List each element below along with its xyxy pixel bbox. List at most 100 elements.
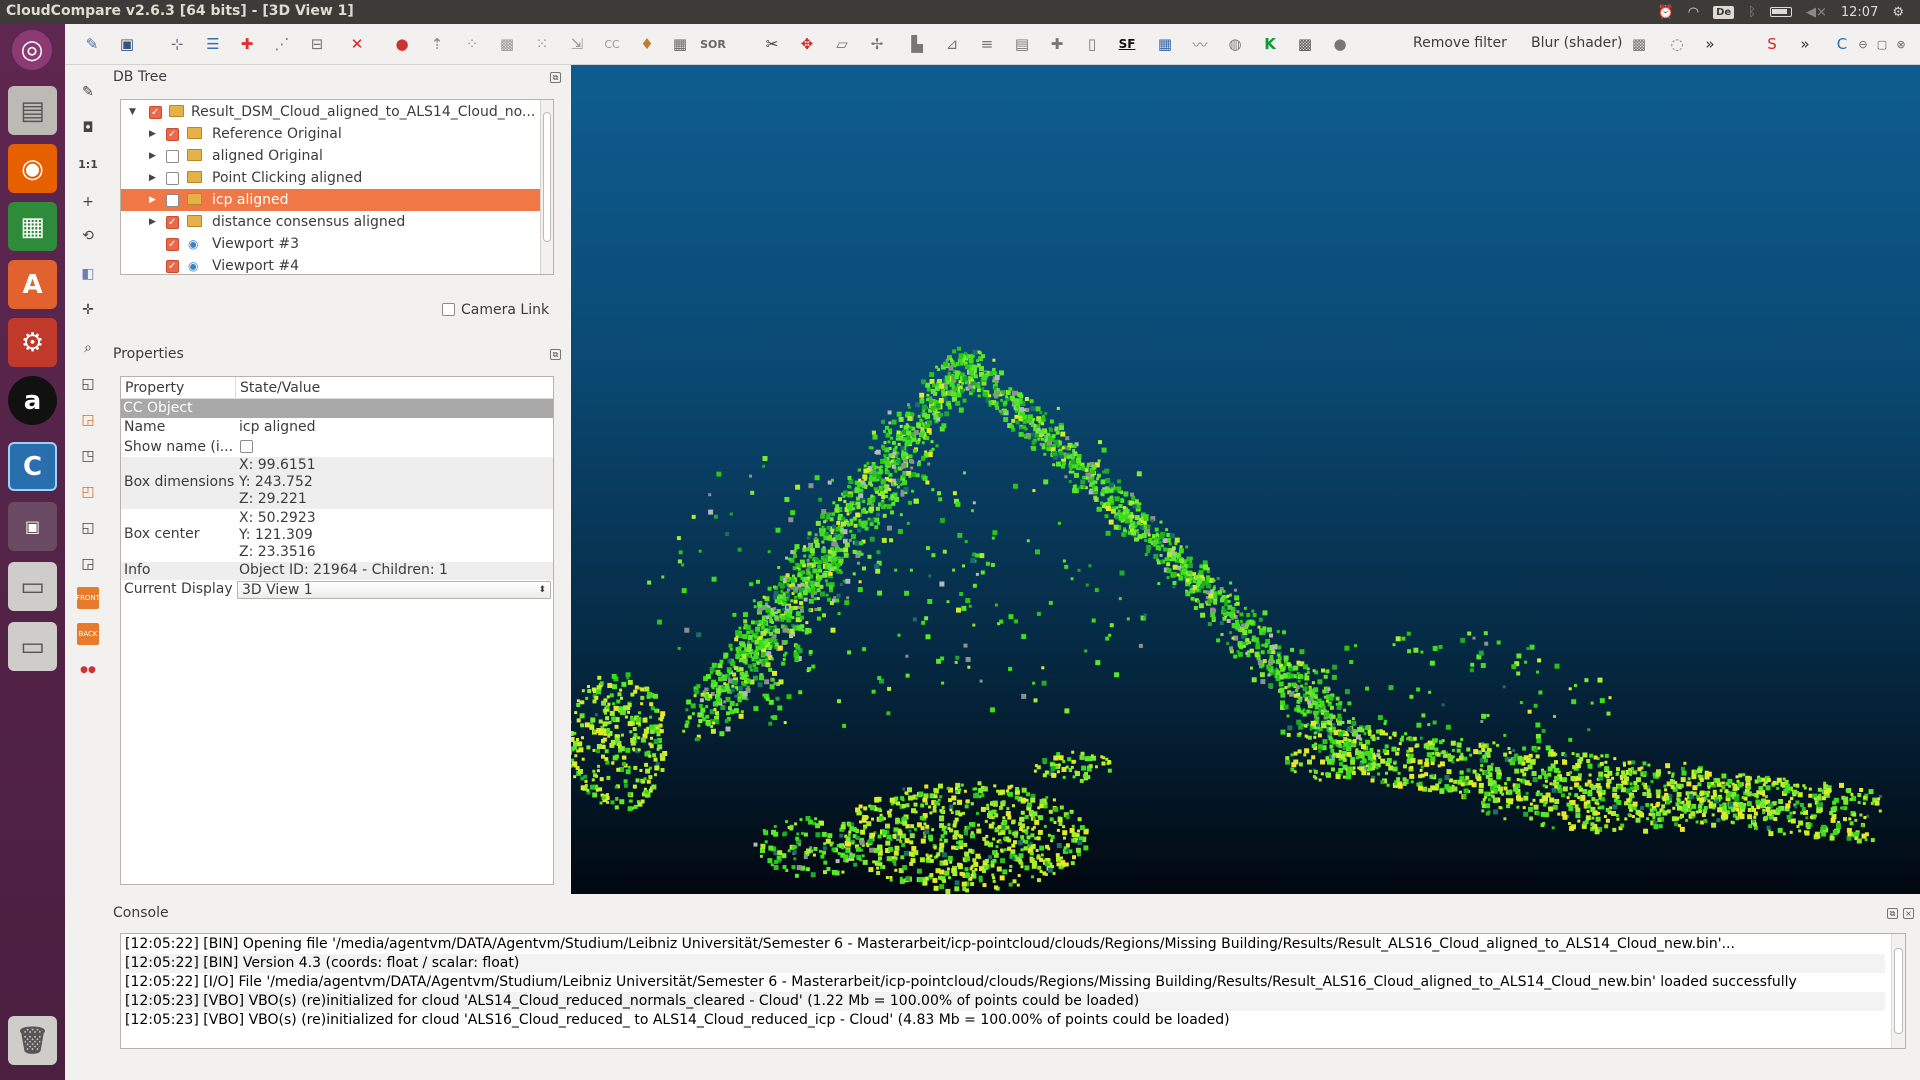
spreadsheet-icon[interactable]: ▦ [8, 202, 57, 251]
view-iso-front-icon[interactable]: FRONT [76, 587, 100, 609]
expand-arrow-icon[interactable]: ▶ [149, 151, 156, 161]
tool-icon[interactable]: ✢ [870, 35, 884, 53]
pen-icon[interactable]: ✎ [82, 84, 94, 100]
kd-icon[interactable]: ◌ [1670, 35, 1684, 53]
camera-icon[interactable]: ◘ [82, 120, 94, 136]
clock[interactable]: 12:07 [1840, 4, 1879, 20]
open-icon[interactable]: ✎ [85, 35, 99, 53]
visibility-checkbox[interactable] [166, 212, 179, 234]
sf-icon[interactable]: SF [1118, 37, 1136, 51]
show-name-checkbox[interactable] [240, 440, 253, 453]
view-bottom-icon[interactable]: ◲ [81, 556, 95, 572]
view-iso-back-icon[interactable]: BACK [77, 623, 99, 645]
visibility-checkbox[interactable] [166, 150, 179, 163]
camera-link-checkbox[interactable] [442, 303, 455, 316]
subsample-icon[interactable]: ⁘ [465, 35, 479, 53]
visibility-checkbox[interactable] [166, 234, 179, 256]
register-icon[interactable]: ⇲ [570, 35, 584, 53]
delete-icon[interactable]: ✕ [350, 35, 364, 53]
firefox-icon[interactable]: ◉ [8, 144, 57, 193]
view-front-icon[interactable]: ◲ [81, 412, 95, 428]
expand-arrow-icon[interactable]: ▶ [149, 173, 156, 183]
3d-view[interactable] [571, 65, 1920, 894]
tree-item[interactable]: ▶ aligned Original [121, 145, 540, 167]
cloudcompare-icon[interactable]: C [8, 442, 57, 491]
workspace-switcher-icon[interactable]: ▣ [8, 502, 57, 551]
pivot-icon[interactable]: ✛ [82, 302, 94, 318]
expand-arrow-icon[interactable]: ▼ [129, 107, 136, 117]
translate-icon[interactable]: ✥ [800, 35, 814, 53]
calculator-icon[interactable]: ▯ [1087, 35, 1097, 53]
system-settings-icon[interactable]: ⚙ [8, 318, 57, 367]
checker-icon[interactable]: ▦ [672, 35, 688, 53]
mesh-icon[interactable]: ▩ [499, 35, 515, 53]
tree-item[interactable]: ▶ distance consensus aligned [121, 211, 540, 234]
point-pick-icon[interactable]: ✚ [240, 35, 254, 53]
visibility-checkbox[interactable] [149, 102, 162, 124]
bluetooth-icon[interactable]: ᛒ [1748, 4, 1756, 20]
zoom-1to1-icon[interactable]: 1:1 [78, 157, 98, 171]
visibility-checkbox[interactable] [166, 172, 179, 185]
blur-shader-button[interactable]: Blur (shader) [1531, 35, 1623, 51]
tree-item[interactable]: ▼ Result_DSM_Cloud_aligned_to_ALS14_Clou… [121, 101, 540, 124]
visibility-checkbox[interactable] [166, 194, 179, 207]
drive-icon-2[interactable]: ▭ [8, 622, 57, 671]
maximize-icon[interactable]: ▢ [1876, 37, 1888, 51]
perspective-icon[interactable]: ◧ [81, 266, 95, 282]
graph-icon[interactable]: ⋰ [274, 35, 290, 53]
drive-icon[interactable]: ▭ [8, 562, 57, 611]
dock-float-icon[interactable]: ⧉ [550, 349, 561, 360]
save-icon[interactable]: ▣ [119, 35, 135, 53]
alarm-clock-icon[interactable]: ⏰ [1657, 4, 1674, 20]
sphere-icon[interactable]: ● [1333, 35, 1347, 53]
list-icon[interactable]: ☰ [206, 35, 220, 53]
visibility-checkbox[interactable] [166, 256, 179, 274]
crosshair-icon[interactable]: + [82, 194, 94, 210]
speech-icon[interactable]: ◍ [1228, 35, 1242, 53]
visibility-checkbox[interactable] [166, 124, 179, 146]
settings-gear-icon[interactable]: ⚙ [1892, 4, 1904, 20]
normals-icon[interactable]: ⇡ [430, 35, 444, 53]
battery-icon[interactable] [1769, 7, 1792, 17]
filter-min-icon[interactable]: ≡ [980, 35, 994, 53]
software-center-icon[interactable]: A [8, 260, 57, 309]
tree-scrollbar[interactable] [540, 100, 553, 274]
color-sf-icon[interactable]: ● [395, 35, 409, 53]
view-right-icon[interactable]: ◱ [81, 520, 95, 536]
scroll-thumb[interactable] [543, 112, 551, 242]
tree-item-selected[interactable]: ▶ icp aligned [121, 189, 540, 211]
cc-logo-icon[interactable]: C [1836, 35, 1848, 53]
tree-item[interactable]: ◉ Viewport #4 [121, 255, 540, 274]
cc-icon[interactable]: CC [604, 37, 620, 51]
zoom-icon[interactable]: ⌕ [84, 340, 92, 356]
shader-icon[interactable]: ▩ [1631, 35, 1647, 53]
trash-icon[interactable]: 🗑 [8, 1016, 57, 1065]
keyboard-layout-indicator[interactable]: De [1713, 5, 1735, 19]
tree-item[interactable]: ▶ Point Clicking aligned [121, 167, 540, 189]
wifi-icon[interactable]: ◠ [1687, 4, 1700, 20]
expand-arrow-icon[interactable]: ▶ [149, 129, 156, 139]
view-back-icon[interactable]: ◰ [81, 484, 95, 500]
more-chevron-icon[interactable]: » [1705, 35, 1715, 53]
tree-item[interactable]: ▶ Reference Original [121, 123, 540, 146]
wave-icon[interactable]: 〰 [1192, 35, 1208, 54]
camera-link-toggle[interactable]: Camera Link [442, 301, 549, 318]
view-left-icon[interactable]: ◳ [81, 448, 95, 464]
restore-icon[interactable]: ⊖ [1858, 37, 1868, 51]
view-top-icon[interactable]: ◱ [81, 376, 95, 392]
add-icon[interactable]: ✚ [1050, 35, 1064, 53]
select-icon[interactable]: ⊹ [170, 35, 184, 53]
property-column-header[interactable]: Property [125, 380, 185, 396]
sor-icon[interactable]: SOR [700, 37, 726, 51]
file-manager-icon[interactable]: ▤ [8, 86, 57, 135]
plane-icon[interactable]: ▱ [836, 35, 848, 53]
ubuntu-dash-icon[interactable]: ◎ [12, 30, 52, 70]
expand-arrow-icon[interactable]: ▶ [149, 217, 156, 227]
k-icon[interactable]: K [1264, 35, 1276, 53]
plugin-icon[interactable]: ♦ [640, 35, 654, 53]
segment-icon[interactable]: ⊟ [310, 35, 324, 53]
rotate-icon[interactable]: ⟲ [82, 228, 94, 244]
volume-muted-icon[interactable]: ◀× [1805, 4, 1827, 20]
s-icon[interactable]: S [1767, 35, 1777, 53]
cut-icon[interactable]: ✂ [765, 35, 779, 53]
